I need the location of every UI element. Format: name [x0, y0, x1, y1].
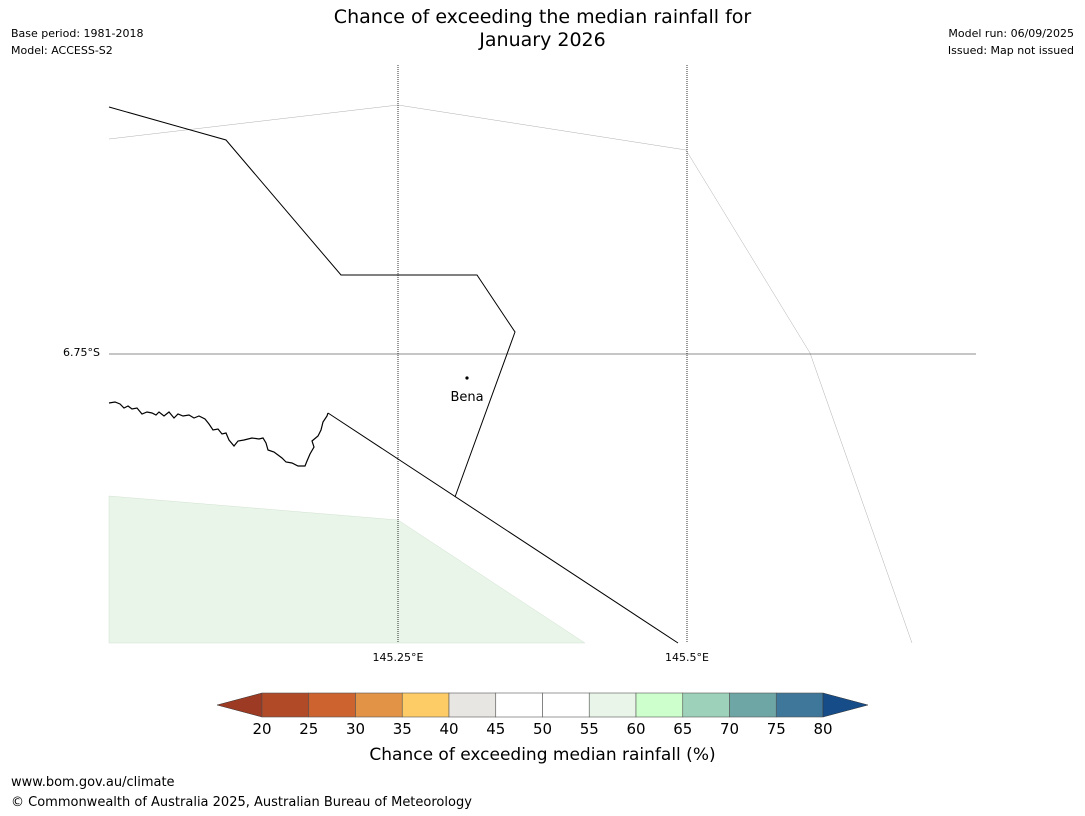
colorbar-tick-75: 75: [766, 720, 786, 738]
title-line-2: January 2026: [479, 29, 606, 51]
province-boundary-south: [327, 412, 679, 644]
colorbar-tick-65: 65: [673, 720, 693, 738]
model-text: Model: ACCESS-S2: [11, 44, 113, 57]
river-line: [108, 401, 329, 467]
colorbar-swatch-20-25: [261, 692, 310, 718]
colorbar: [216, 692, 869, 718]
colorbar-label: Chance of exceeding median rainfall (%): [369, 745, 716, 765]
latitude-label: 6.75°S: [63, 346, 100, 359]
colorbar-swatch-25-30: [308, 692, 356, 718]
copyright-text: © Commonwealth of Australia 2025, Austra…: [11, 795, 472, 810]
bena-town-marker: [465, 376, 469, 380]
website-link[interactable]: www.bom.gov.au/climate: [11, 775, 175, 790]
colorbar-tick-60: 60: [626, 720, 646, 738]
bena-town-label: Bena: [450, 390, 483, 405]
colorbar-swatch-35-40: [401, 692, 450, 718]
colorbar-over-arrow: [822, 692, 869, 718]
colorbar-tick-40: 40: [439, 720, 459, 738]
province-boundary: [108, 106, 516, 498]
colorbar-swatch-50-55: [542, 692, 590, 718]
colorbar-tick-70: 70: [719, 720, 740, 738]
run-info: Model run: 06/09/2025 Issued: Map not is…: [948, 25, 1074, 59]
colorbar-swatch-40-45: [448, 692, 497, 718]
model-info: Base period: 1981-2018 Model: ACCESS-S2: [11, 25, 143, 59]
model-run-text: Model run: 06/09/2025: [948, 27, 1074, 40]
probability-shading-region: [108, 495, 586, 644]
colorbar-tick-20: 20: [252, 720, 272, 738]
issued-text: Issued: Map not issued: [947, 44, 1074, 57]
colorbar-tick-50: 50: [532, 720, 553, 738]
colorbar-swatch-65-70: [682, 692, 730, 718]
longitude-label-145-5: 145.5°E: [665, 651, 709, 664]
colorbar-swatch-70-75: [729, 692, 777, 718]
title-line-1: Chance of exceeding the median rainfall …: [333, 6, 752, 28]
colorbar-swatch-75-80: [775, 692, 824, 718]
colorbar-tick-55: 55: [579, 720, 599, 738]
colorbar-swatch-45-50: [495, 692, 543, 718]
colorbar-tick-80: 80: [813, 720, 833, 738]
colorbar-tick-35: 35: [392, 720, 412, 738]
colorbar-swatch-55-60: [588, 692, 637, 718]
colorbar-swatch-60-65: [635, 692, 684, 718]
map-title: Chance of exceeding the median rainfall …: [0, 6, 1085, 52]
colorbar-tick-25: 25: [299, 720, 319, 738]
region-outline-grey: [108, 104, 913, 644]
colorbar-tick-30: 30: [345, 720, 366, 738]
colorbar-swatch-30-35: [355, 692, 403, 718]
base-period-text: Base period: 1981-2018: [11, 27, 144, 40]
colorbar-tick-45: 45: [486, 720, 506, 738]
longitude-label-145-25: 145.25°E: [372, 651, 424, 664]
colorbar-under-arrow: [216, 692, 263, 718]
